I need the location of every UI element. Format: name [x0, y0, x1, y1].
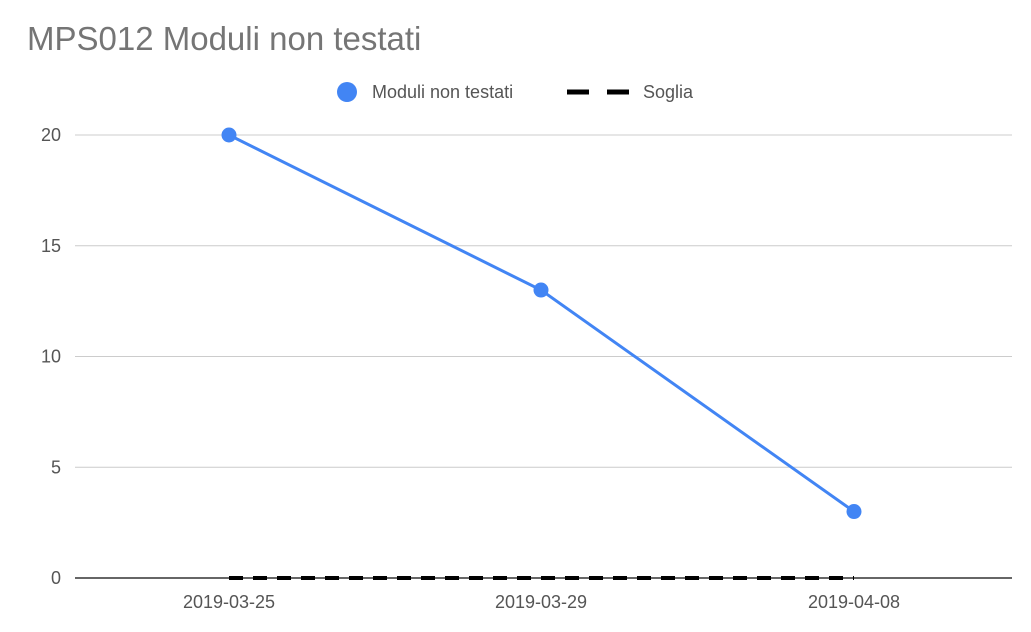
legend-marker-moduli-non-testati	[337, 82, 357, 102]
data-point	[533, 282, 549, 298]
legend-label-soglia: Soglia	[643, 82, 694, 102]
y-tick-label: 5	[51, 457, 61, 477]
y-tick-label: 20	[41, 125, 61, 145]
series-line-moduli-non-testati	[228, 133, 855, 513]
x-tick-label: 2019-03-29	[495, 592, 587, 612]
data-point	[846, 504, 862, 520]
y-tick-label: 10	[41, 347, 61, 367]
legend-label-moduli-non-testati: Moduli non testati	[372, 82, 513, 102]
x-tick-label: 2019-04-08	[808, 592, 900, 612]
chart-title: MPS012 Moduli non testati	[27, 20, 422, 57]
y-tick-label: 0	[51, 568, 61, 588]
x-tick-label: 2019-03-25	[183, 592, 275, 612]
data-point	[221, 127, 237, 143]
y-tick-label: 15	[41, 236, 61, 256]
